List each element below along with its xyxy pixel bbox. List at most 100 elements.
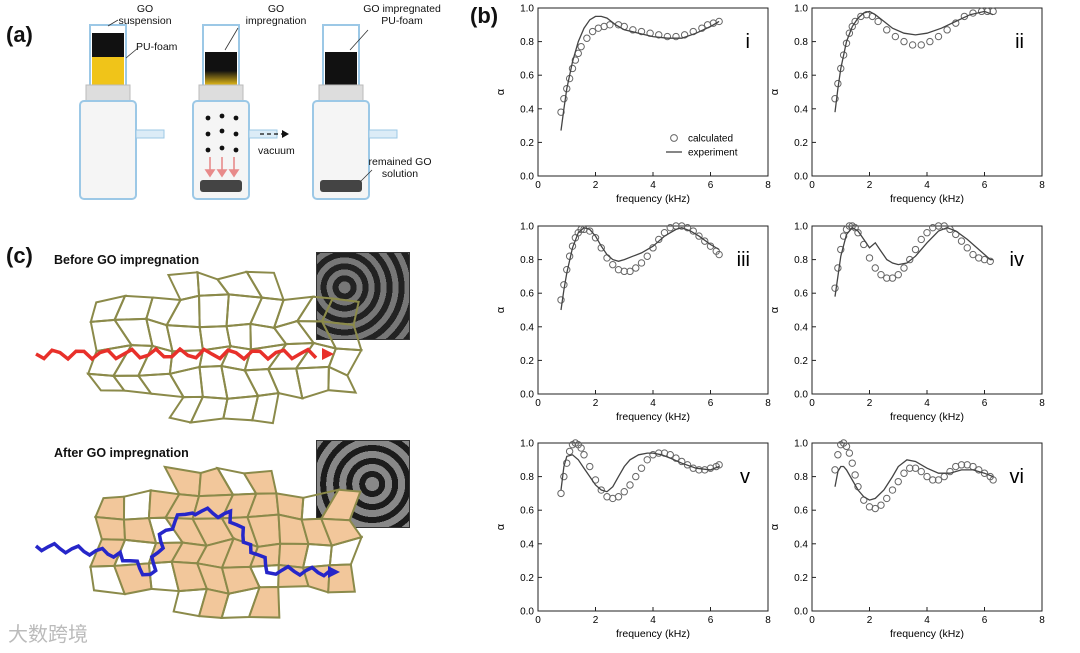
series-calculated-point (883, 26, 891, 34)
series-calculated-point (917, 235, 925, 244)
series-calculated-point (891, 32, 900, 41)
panel-label-c: (c) (6, 243, 33, 268)
series-calculated-point (620, 267, 628, 276)
series-experiment-line (560, 15, 720, 131)
series-calculated-point (715, 250, 723, 259)
y-axis-label: α (769, 88, 781, 95)
x-tick-label: 6 (708, 180, 714, 191)
series-calculated-point (609, 260, 617, 269)
series-calculated-point (845, 449, 854, 457)
series-calculated-point (871, 504, 879, 513)
y-tick-label: 0.0 (794, 172, 808, 183)
y-tick-label: 0.4 (794, 104, 808, 115)
series-calculated-point (626, 267, 634, 276)
label-go-impregnated-foam: GO impregnated PU-foam (363, 3, 441, 27)
series-calculated-point (560, 472, 568, 481)
x-tick-label: 2 (867, 398, 873, 409)
x-tick-label: 8 (765, 180, 771, 191)
plot-frame (811, 225, 1043, 395)
x-axis-label: frequency (kHz) (616, 411, 690, 423)
series-calculated-point (614, 493, 623, 501)
series-calculated-point (906, 255, 914, 264)
foam-cell (112, 562, 153, 596)
series-calculated-point (672, 32, 680, 41)
foam-cell (122, 489, 152, 521)
series-calculated-point (986, 257, 994, 265)
series-calculated-point (560, 95, 568, 103)
wave-arrow-head (322, 348, 334, 360)
series-calculated-point (571, 56, 580, 64)
series-calculated-point (926, 37, 934, 46)
y-tick-label: 0.4 (794, 539, 808, 550)
y-tick-label: 0.8 (520, 37, 534, 48)
x-tick-label: 2 (593, 615, 599, 626)
series-calculated-point (883, 274, 891, 282)
panel-label-b: (b) (470, 3, 499, 28)
watermark: 大数跨境 (8, 624, 88, 646)
series-calculated-point (701, 237, 709, 245)
sound-wave (35, 346, 318, 362)
y-tick-label: 0.2 (520, 356, 534, 367)
series-calculated-point (854, 229, 862, 237)
series-calculated-point (842, 442, 851, 451)
foam-cell (168, 365, 204, 399)
x-tick-label: 4 (924, 398, 930, 409)
series-calculated-point (839, 232, 848, 240)
x-tick-label: 6 (708, 398, 714, 409)
series-calculated-point (911, 245, 920, 254)
panel-number: i (746, 31, 750, 53)
impregnated-foam (325, 52, 357, 86)
x-tick-label: 4 (924, 615, 930, 626)
y-tick-label: 0.6 (794, 71, 808, 82)
label-go-suspension: GO suspension (118, 3, 172, 27)
x-tick-label: 4 (650, 615, 656, 626)
series-calculated-point (663, 32, 672, 41)
foam-cell (94, 495, 126, 521)
filtration-apparatus-illustration (79, 19, 398, 200)
gradient-foam (205, 52, 237, 86)
y-axis-label: α (495, 88, 507, 95)
sound-wave (34, 506, 332, 578)
y-tick-label: 0.8 (520, 255, 534, 266)
series-calculated-point (715, 17, 723, 26)
series-calculated-point (877, 271, 885, 279)
series-calculated-point (655, 31, 663, 39)
series-calculated-point (908, 41, 917, 49)
y-tick-label: 0.0 (520, 390, 534, 401)
series-calculated-point (643, 456, 651, 464)
y-axis-label: α (769, 306, 781, 313)
panel-number: v (740, 466, 750, 488)
apparatus-1 (79, 24, 165, 200)
series-calculated-point (923, 229, 931, 237)
series-experiment-line (560, 226, 720, 311)
series-calculated-point (888, 274, 897, 282)
x-tick-label: 4 (650, 180, 656, 191)
label-go-impregnation: GO impregnation (245, 3, 307, 27)
panel-number: vi (1010, 466, 1024, 488)
x-tick-label: 6 (982, 615, 988, 626)
x-tick-label: 0 (809, 398, 815, 409)
y-axis-label: α (769, 523, 781, 530)
series-experiment-line (834, 459, 994, 501)
series-calculated-point (620, 488, 628, 496)
x-tick-label: 2 (593, 180, 599, 191)
series-calculated-point (655, 235, 663, 244)
foam-cell (320, 297, 360, 326)
series-calculated-point (597, 244, 605, 252)
series-calculated-point (583, 34, 591, 42)
y-tick-label: 0.0 (520, 172, 534, 183)
series-calculated-point (557, 108, 565, 116)
foam-cell-schematic (34, 270, 364, 619)
series-calculated-point (906, 464, 914, 472)
y-tick-label: 0.2 (794, 573, 808, 584)
series-calculated-point (957, 461, 966, 469)
series-calculated-point (632, 264, 640, 272)
x-tick-label: 0 (535, 615, 541, 626)
y-tick-label: 0.6 (520, 289, 534, 300)
wave-arrow-head (328, 566, 340, 578)
series-calculated-point (934, 222, 943, 230)
panel-label-a: (a) (6, 22, 33, 47)
x-axis-label: frequency (kHz) (890, 628, 964, 640)
legend-label-calculated: calculated (688, 134, 733, 145)
